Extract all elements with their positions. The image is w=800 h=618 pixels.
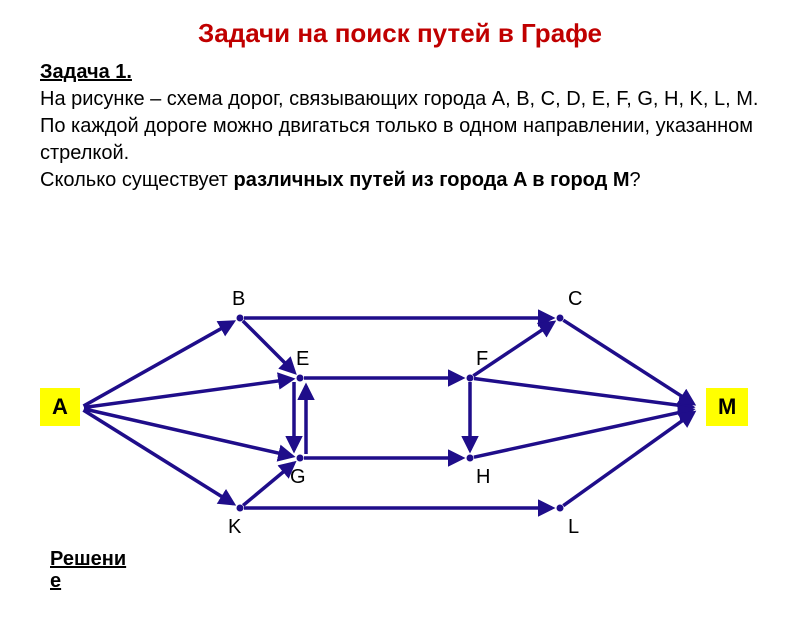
- node-label-B: B: [232, 288, 245, 311]
- node-dot-L: [557, 505, 564, 512]
- edge-L-M: [563, 413, 693, 506]
- page-title: Задачи на поиск путей в Графе: [0, 18, 800, 49]
- graph-diagram: A B C E F G H K L M: [0, 278, 800, 578]
- node-dot-H: [467, 455, 474, 462]
- problem-block: Задача 1. На рисунке – схема дорог, связ…: [40, 59, 760, 194]
- edge-B-E: [243, 321, 295, 373]
- edge-A-B: [83, 322, 233, 406]
- node-label-G: G: [290, 466, 306, 489]
- node-label-C: C: [568, 288, 582, 311]
- node-dot-B: [237, 315, 244, 322]
- problem-body-2c: ?: [630, 169, 641, 191]
- node-dot-E: [297, 375, 304, 382]
- node-label-L: L: [568, 516, 579, 539]
- node-label-K: K: [228, 516, 241, 539]
- solution-label-line1: Решени: [50, 548, 126, 570]
- edge-A-E: [84, 379, 292, 407]
- node-dot-F: [467, 375, 474, 382]
- solution-label-line2: е: [50, 570, 61, 592]
- node-box-M: M: [706, 388, 748, 426]
- problem-label: Задача 1.: [40, 61, 132, 83]
- node-label-F: F: [476, 348, 488, 371]
- edge-K-G: [243, 463, 294, 505]
- solution-link[interactable]: Решени е: [50, 548, 126, 592]
- node-dot-G: [297, 455, 304, 462]
- node-box-A: A: [40, 388, 80, 426]
- node-label-H: H: [476, 466, 490, 489]
- node-label-E: E: [296, 348, 309, 371]
- problem-body-2b: различных путей из города A в город M: [234, 169, 630, 191]
- edge-H-M: [474, 410, 692, 457]
- problem-body-1: На рисунке – схема дорог, связывающих го…: [40, 88, 758, 164]
- node-dot-K: [237, 505, 244, 512]
- node-dot-C: [557, 315, 564, 322]
- edge-A-G: [84, 409, 292, 456]
- problem-body-2a: Сколько существует: [40, 169, 234, 191]
